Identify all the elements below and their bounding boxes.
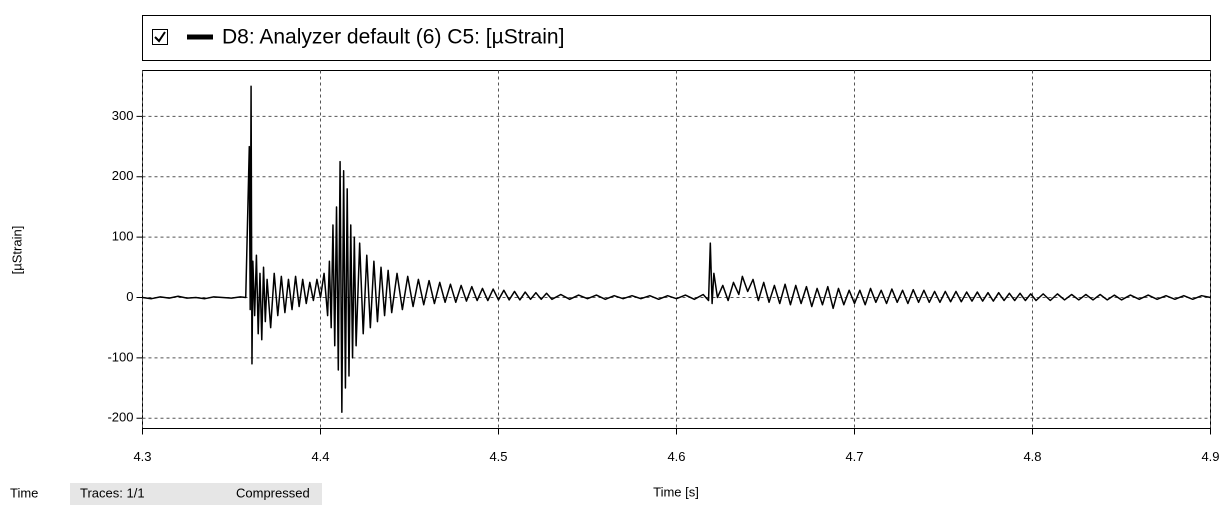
legend-label: D8: Analyzer default (6) C5: [µStrain]: [222, 26, 564, 49]
status-bar: [70, 483, 322, 505]
y-tick-label: -100: [107, 349, 133, 364]
y-tick-label: 100: [112, 229, 134, 244]
status-text: Compressed: [236, 485, 310, 500]
y-tick-label: 300: [112, 108, 134, 123]
x-tick-label: 4.5: [489, 449, 507, 464]
x-axis-label: Time [s]: [653, 484, 699, 499]
trace-line: [142, 85, 1211, 413]
legend-box: [142, 15, 1211, 61]
y-tick-label: 0: [126, 289, 133, 304]
x-tick-label: 4.3: [133, 449, 151, 464]
x-tick-label: 4.6: [667, 449, 685, 464]
status-text: Time: [10, 485, 38, 500]
checkmark: [154, 31, 166, 43]
status-text: Traces: 1/1: [80, 485, 145, 500]
x-tick-label: 4.7: [845, 449, 863, 464]
legend-checkbox[interactable]: [152, 29, 168, 45]
x-tick-label: 4.8: [1023, 449, 1041, 464]
x-tick-label: 4.9: [1201, 449, 1219, 464]
y-tick-label: 200: [112, 168, 134, 183]
y-tick-label: -200: [107, 410, 133, 425]
x-tick-label: 4.4: [311, 449, 329, 464]
y-axis-label: [µStrain]: [9, 226, 24, 275]
